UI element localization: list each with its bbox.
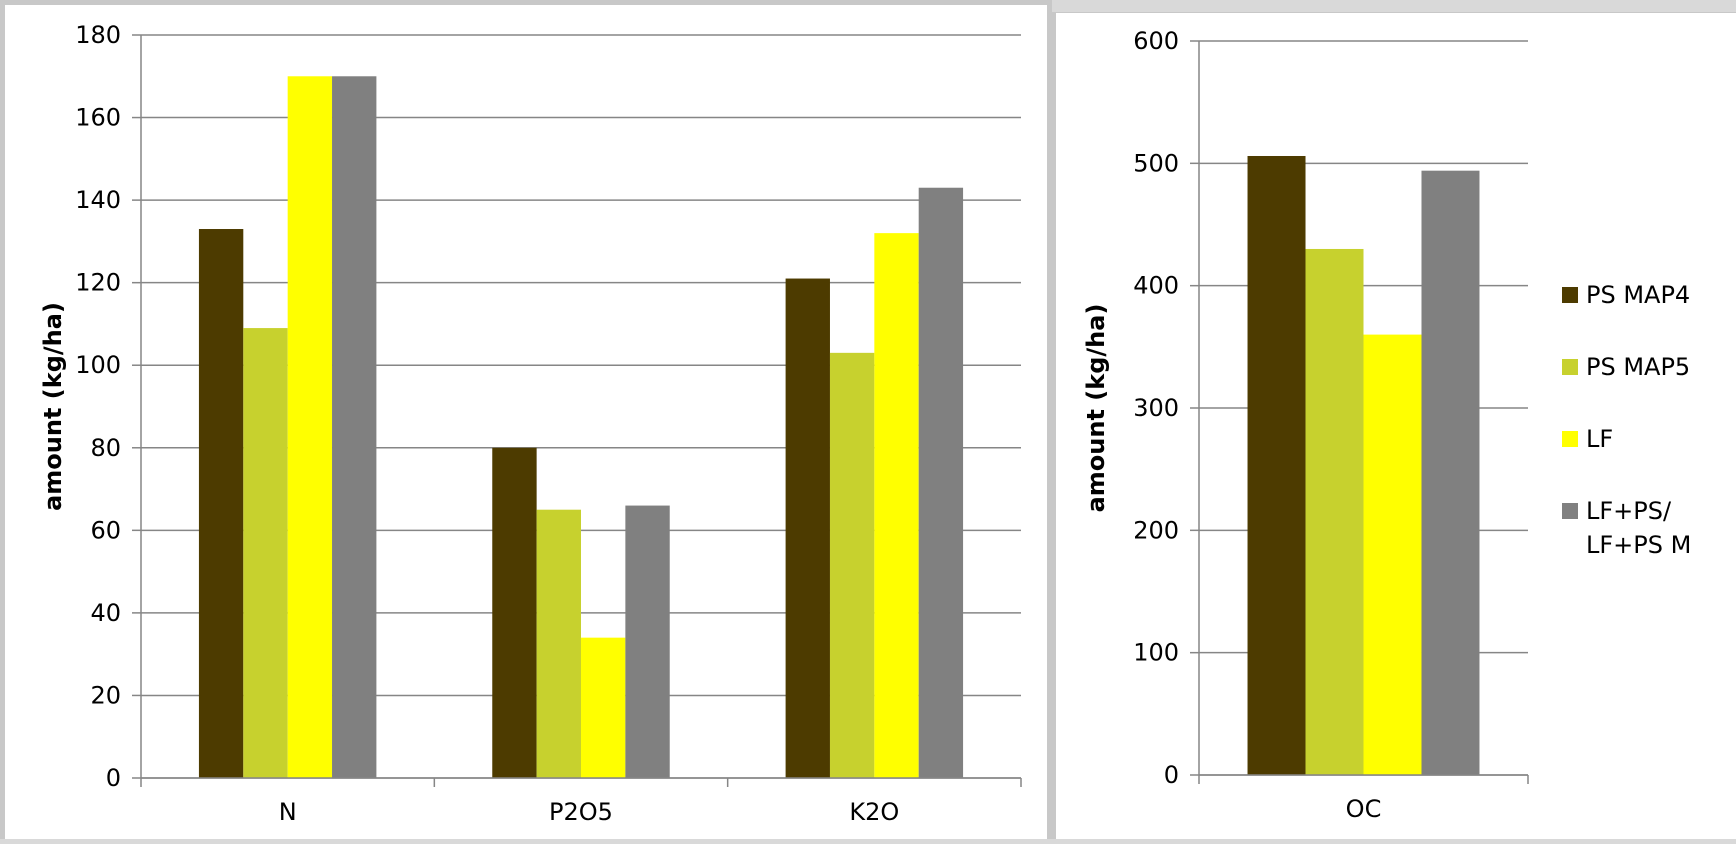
y-tick-label: 300 bbox=[1133, 394, 1179, 422]
y-axis-label: amount (kg/ha) bbox=[39, 302, 67, 511]
y-tick-label: 200 bbox=[1133, 516, 1179, 544]
y-tick-label: 160 bbox=[75, 104, 121, 132]
bar bbox=[1363, 334, 1422, 775]
y-tick-label: 40 bbox=[90, 599, 121, 627]
legend-swatch bbox=[1562, 359, 1578, 375]
nutrients-bar-chart: 0 20 40 60 80 100 120 140 160 180 amount (kg/ha) N P… bbox=[39, 21, 1022, 826]
legend-swatch bbox=[1562, 287, 1578, 303]
legend-label: LF+PS M bbox=[1586, 531, 1691, 559]
y-tick-label: 20 bbox=[90, 681, 121, 709]
y-tick-label: 100 bbox=[75, 351, 121, 379]
legend-swatch bbox=[1562, 431, 1578, 447]
y-tick-label: 140 bbox=[75, 186, 121, 214]
organic-carbon-bar-chart: 0 100 200 300 400 500 600 amount (kg/ha) OC PS MA… bbox=[1082, 27, 1691, 823]
legend-label: PS MAP4 bbox=[1586, 281, 1690, 309]
y-tick-label: 120 bbox=[75, 269, 121, 297]
bar bbox=[1305, 248, 1364, 775]
y-tick-label: 400 bbox=[1133, 272, 1179, 300]
legend-label: LF bbox=[1586, 425, 1613, 453]
bar bbox=[1421, 170, 1480, 775]
y-tick-label: 0 bbox=[1164, 761, 1179, 789]
y-tick-label: 100 bbox=[1133, 639, 1179, 667]
y-tick-label: 0 bbox=[106, 764, 121, 792]
x-tick-label: K2O bbox=[849, 798, 899, 826]
x-tick-label: N bbox=[279, 798, 297, 826]
bar bbox=[785, 278, 830, 778]
bar bbox=[243, 328, 288, 778]
legend-label: PS MAP5 bbox=[1586, 353, 1690, 381]
bar bbox=[287, 76, 333, 779]
y-tick-label: 500 bbox=[1133, 149, 1179, 177]
bar bbox=[198, 229, 244, 778]
y-tick-label: 60 bbox=[90, 516, 121, 544]
bar bbox=[829, 352, 875, 778]
bar bbox=[1247, 155, 1306, 775]
bar bbox=[536, 509, 581, 778]
bar bbox=[918, 187, 964, 778]
bar bbox=[874, 233, 919, 779]
legend-swatch bbox=[1562, 503, 1578, 519]
bar bbox=[492, 447, 537, 778]
bar bbox=[581, 637, 626, 778]
y-axis-label: amount (kg/ha) bbox=[1082, 304, 1110, 513]
x-tick-label: P2O5 bbox=[549, 798, 613, 826]
legend-label: LF+PS/ bbox=[1586, 497, 1672, 525]
y-tick-label: 600 bbox=[1133, 27, 1179, 55]
chart-panel-nutrients: 0 20 40 60 80 100 120 140 160 180 amount (kg/ha) N P… bbox=[0, 0, 1052, 839]
x-tick-label: OC bbox=[1346, 795, 1382, 823]
y-tick-label: 180 bbox=[75, 21, 121, 49]
y-tick-label: 80 bbox=[90, 434, 121, 462]
chart-panel-organic-carbon: 0 100 200 300 400 500 600 amount (kg/ha) OC PS MA… bbox=[1052, 12, 1736, 839]
bar bbox=[625, 505, 670, 778]
bar bbox=[332, 76, 377, 779]
